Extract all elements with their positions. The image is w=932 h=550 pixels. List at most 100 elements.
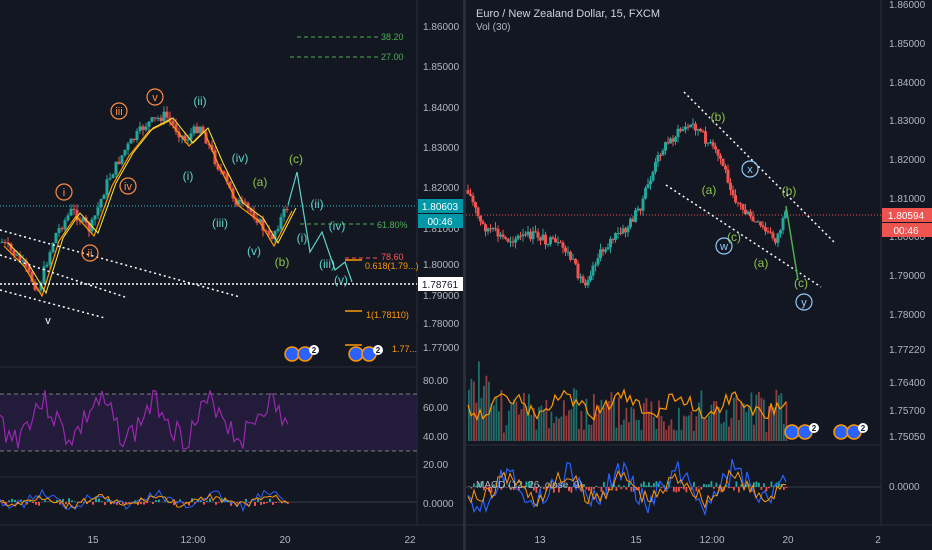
left-macd-histogram-bar	[146, 502, 148, 504]
right-volume-bar	[780, 393, 783, 441]
left-macd-histogram-bar	[188, 502, 190, 506]
right-candle-body	[679, 128, 682, 132]
right-candle-body	[681, 129, 685, 132]
right-volume-bar	[685, 416, 688, 441]
left-wave-label-orange: iv	[124, 181, 132, 193]
right-macd-histogram-bar	[533, 487, 535, 491]
right-candle-body	[666, 142, 670, 144]
left-candle-body	[249, 208, 253, 212]
right-volume-bar	[473, 381, 475, 441]
right-price-tick: 1.84000	[889, 78, 926, 89]
right-macd-histogram-bar	[513, 487, 515, 490]
right-volume-bar	[618, 397, 620, 441]
right-candle-body	[699, 128, 702, 132]
right-volume-bar	[645, 398, 648, 441]
left-macd-histogram-bar	[236, 502, 238, 504]
right-macd-histogram-bar	[753, 482, 755, 487]
right-macd-histogram-bar	[590, 487, 593, 492]
right-chart-pane[interactable]: 1.86000 1.85000 1.84000 1.83000 1.82000 1.810…	[466, 0, 932, 550]
right-macd-histogram-bar	[600, 487, 603, 492]
right-macd-histogram-bar	[693, 481, 695, 487]
right-macd-histogram-bar	[630, 487, 633, 492]
right-wave-label-circled: x	[747, 164, 753, 176]
right-candle-body	[729, 182, 732, 190]
right-candle-body	[601, 249, 605, 252]
right-wave-label-green: (c)	[727, 230, 741, 244]
left-candle-body	[45, 264, 49, 267]
right-candle-body	[654, 161, 657, 172]
left-candle-body	[108, 178, 112, 180]
right-chart-canvas[interactable]: 1.86000 1.85000 1.84000 1.83000 1.82000 1.810…	[466, 0, 932, 550]
right-macd-histogram-bar	[740, 484, 743, 487]
right-volume-bar	[723, 421, 725, 441]
right-macd-histogram-bar	[603, 481, 605, 487]
right-price-tick: 1.81000	[889, 194, 926, 205]
right-macd-histogram-bar	[760, 487, 763, 490]
right-candle-body	[506, 238, 510, 242]
left-candle-body	[216, 164, 220, 170]
right-macd-histogram-bar	[765, 487, 768, 492]
right-candle-body	[721, 158, 725, 167]
right-price-tick: 1.75700	[889, 406, 926, 417]
left-candle-body	[21, 260, 25, 262]
right-volume-bar	[665, 429, 668, 441]
left-current-price: 1.80603	[422, 202, 459, 213]
right-volume-bar	[605, 401, 608, 441]
left-candle-body	[255, 218, 259, 223]
left-candle-body	[267, 231, 271, 235]
right-candle-body	[561, 242, 565, 248]
volume-indicator-label[interactable]: Vol (30)	[476, 22, 511, 33]
left-candle-body	[12, 250, 16, 256]
right-candle-body	[519, 235, 522, 237]
left-candle-body	[246, 202, 250, 209]
left-candle-body	[279, 216, 283, 230]
left-candle-body	[162, 111, 166, 122]
left-candle-body	[87, 222, 91, 232]
right-candle-body	[761, 225, 765, 228]
left-candle-body	[30, 271, 34, 282]
right-candle-body	[611, 238, 615, 240]
macd-indicator-label[interactable]: MACD (12, 26, close, 9)	[476, 480, 583, 491]
right-volume-bar	[595, 413, 598, 441]
left-wave-label-orange-ring	[55, 183, 73, 201]
right-macd-histogram-bar	[475, 485, 478, 487]
right-candle-body	[549, 237, 552, 244]
left-wave-label-teal: (ii)	[193, 94, 206, 108]
right-volume-bar	[648, 411, 650, 441]
left-macd-histogram-bar	[260, 502, 262, 505]
right-volume-bar	[655, 428, 658, 441]
left-candle-body	[273, 231, 277, 240]
left-chart-pane[interactable]: 1.86000 1.85000 1.84000 1.83000 1.82000 1.810…	[0, 0, 463, 550]
right-candle-body	[591, 265, 595, 276]
right-volume-bar	[630, 407, 633, 441]
left-candle-body	[51, 242, 55, 253]
right-wave-label-circled-ring	[795, 293, 813, 311]
right-macd-histogram-bar	[680, 487, 683, 489]
right-macd-signal-line	[467, 469, 787, 510]
right-price-tick: 1.83000	[889, 116, 926, 127]
right-macd-histogram-bar	[510, 487, 513, 490]
right-candle-body	[564, 247, 567, 252]
right-time-label: 20	[782, 535, 794, 546]
right-candle-body	[769, 231, 772, 233]
right-volume-bar	[743, 403, 745, 441]
left-candle-body	[183, 135, 187, 141]
left-chart-canvas[interactable]: 1.86000 1.85000 1.84000 1.83000 1.82000 1.810…	[0, 0, 463, 550]
right-volume-bar	[485, 375, 488, 441]
right-wave-label-circled: y	[801, 297, 807, 309]
right-candle-body	[674, 137, 677, 142]
left-event-badge-count: 2	[312, 346, 317, 355]
right-volume-bar	[733, 397, 735, 441]
right-macd-histogram-bar	[658, 483, 660, 487]
right-volume-bar	[528, 394, 530, 441]
left-wave-label-teal: (ii)	[310, 197, 323, 211]
pane-divider[interactable]	[463, 0, 466, 550]
right-volume-bar	[740, 401, 743, 441]
right-candle-body	[756, 221, 760, 223]
left-candle-body	[285, 209, 289, 211]
right-volume-bar	[675, 430, 678, 441]
right-trendline	[665, 184, 822, 288]
right-macd-histogram-bar	[730, 487, 733, 488]
right-macd-histogram-bar	[565, 485, 568, 487]
left-macd-histogram-bar	[275, 502, 277, 503]
